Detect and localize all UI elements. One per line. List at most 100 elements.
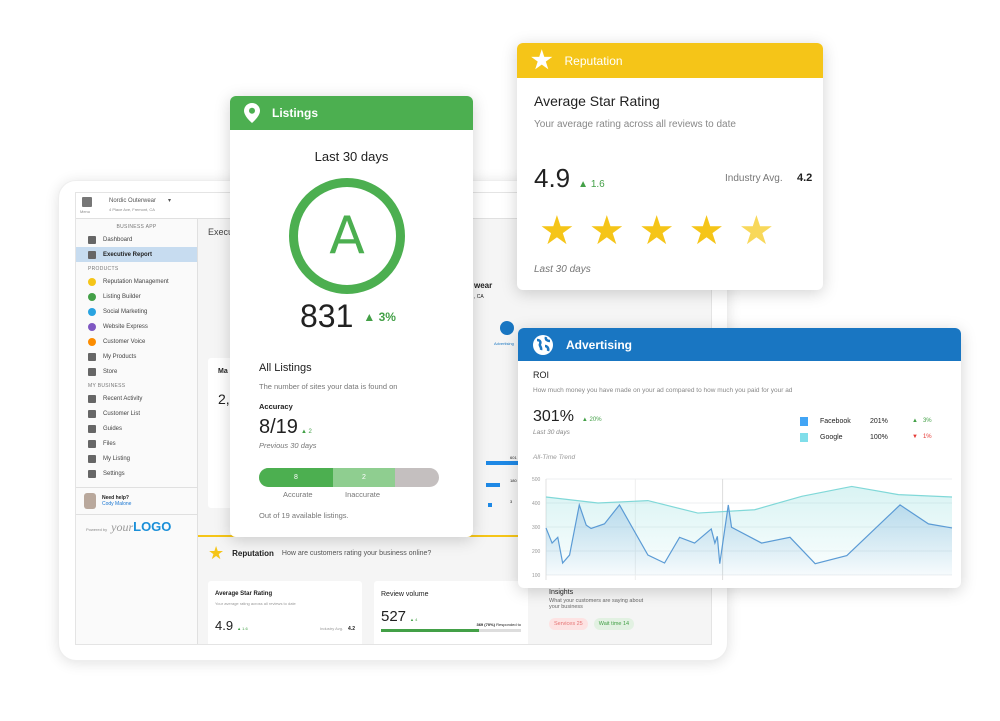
sidebar-item-listing-builder[interactable]: Listing Builder [76,289,197,304]
inaccurate-segment: 2 [333,468,395,487]
sidebar-item-label: My Products [103,353,137,360]
business-name[interactable]: Nordic Outerwear [109,198,157,204]
reputation-header: ★ Reputation [517,43,823,78]
avg-rating-title: Average Star Rating [215,591,273,597]
help-block: Need help? Cody Malone [76,487,197,514]
roi-trend-chart: 500 400 300 200 100 [532,477,953,580]
accuracy-label: Accuracy [259,402,293,411]
customer-voice-icon [88,337,96,346]
help-label: Need help? [102,495,129,501]
avatar [84,493,96,509]
bg-bar [486,483,500,487]
customer-list-icon [88,409,96,418]
roi-value: 301% [533,408,574,425]
dashboard-icon [88,235,96,244]
sidebar-item-customer-voice[interactable]: Customer Voice [76,334,197,349]
sidebar-item-label: Store [103,368,118,375]
sidebar-item-website-express[interactable]: Website Express [76,319,197,334]
sidebar-item-label: Guides [103,425,123,432]
business-address: 4 Place Ave, Fremont, CA [109,207,155,212]
reputation-value: 4.9 [534,163,571,193]
sidebar-item-guides[interactable]: Guides [76,421,197,436]
reputation-header-title: Reputation [564,53,623,68]
roi-title: ROI [533,370,550,380]
sidebar-item-my-listing[interactable]: My Listing [76,451,197,466]
my-products-icon [88,352,96,361]
legend-value: 201% [870,417,888,425]
sidebar: BUSINESS APP Dashboard Executive Report P… [76,219,198,644]
sidebar-item-my-products[interactable]: My Products [76,349,197,364]
reputation-desc: Your average rating across all reviews t… [534,119,736,130]
sidebar-item-reputation-management[interactable]: Reputation Management [76,274,197,289]
review-volume-title: Review volume [381,591,429,598]
settings-icon [88,469,96,478]
sidebar-item-social-marketing[interactable]: Social Marketing [76,304,197,319]
accuracy-bar: 8 2 [259,468,439,487]
listings-score-change: 3% [378,309,396,324]
accurate-segment: 8 [259,468,333,487]
listing-builder-icon [88,292,96,301]
insight-tag[interactable]: Wait time 14 [593,618,635,630]
responded-label: Responded to [496,622,521,627]
reputation-section-header: ★ Reputation How are customers rating yo… [208,543,431,564]
help-contact-link[interactable]: Cody Malone [102,501,132,507]
sidebar-item-recent-activity[interactable]: Recent Activity [76,391,197,406]
menu-icon[interactable] [82,197,92,207]
my-listing-icon [88,454,96,463]
reputation-section-subtitle: How are customers rating your business o… [281,550,432,557]
sidebar-item-label: Listing Builder [103,293,141,300]
listings-header: Listings [230,96,473,130]
avg-rating-card: Average Star Rating Your average rating … [208,581,362,644]
insight-tag[interactable]: Services 25 [549,618,588,630]
sidebar-item-customer-list[interactable]: Customer List [76,406,197,421]
sidebar-item-label: Social Marketing [103,308,148,315]
roi-period: Last 30 days [533,429,570,436]
legend-swatch [800,416,808,426]
sidebar-item-files[interactable]: Files [76,436,197,451]
accuracy-value: 8/19 [259,416,298,438]
legend-item: Google 100% ▼ 1% [800,429,932,445]
listings-footer: Out of 19 available listings. [259,511,349,520]
legend-item: Facebook 201% ▲ 3% [800,413,932,429]
avg-rating-change: 1.6 [242,626,248,631]
reputation-card: ★ Reputation Average Star Rating Your av… [517,43,823,290]
sidebar-item-executive-report[interactable]: Executive Report [76,247,197,262]
powered-by-label: Powered by [86,527,108,532]
star-icon: ★ [588,209,625,253]
all-listings-desc: The number of sites your data is found o… [259,382,398,391]
sidebar-item-label: Website Express [103,323,148,330]
chart-legend: Facebook 201% ▲ 3% Google 100% ▼ 1% [800,413,932,445]
avg-rating-desc: Your average rating across all reviews t… [215,601,296,606]
chevron-down-icon[interactable]: ▾ [168,198,172,204]
legend-name: Facebook [820,417,851,425]
y-tick-label: 400 [532,501,541,507]
map-pin-icon [244,103,260,123]
star-icon: ★ [531,46,553,74]
advertising-card: Advertising ROI How much money you have … [518,328,961,588]
sidebar-item-store[interactable]: Store [76,364,197,379]
star-icon: ★ [208,543,225,563]
series-line-facebook [545,502,953,565]
listings-card: Listings Last 30 days A 831 ▲ 3% All Lis… [230,96,473,537]
bg-business-addr: , CA [474,294,484,300]
legend-swatch [800,432,808,442]
review-volume-value: 527 [381,608,407,625]
listings-period: Last 30 days [314,149,389,164]
globe-icon[interactable] [500,321,514,335]
logo-logo: LOGO [133,519,172,534]
star-icon: ★ [688,209,725,253]
roi-change: 20% [589,417,602,423]
accuracy-period: Previous 30 days [259,441,317,450]
listings-score: 831 [300,298,354,334]
insights-desc: What your customers are saying about you… [549,598,644,610]
sidebar-item-settings[interactable]: Settings [76,466,197,481]
sidebar-item-dashboard[interactable]: Dashboard [76,232,197,247]
sidebar-app-label: BUSINESS APP [116,224,157,230]
bg-advertising-label[interactable]: Advertising [494,341,514,346]
advertising-header: Advertising [518,328,961,361]
recent-activity-icon [88,394,96,403]
industry-avg-label: Industry Avg. [319,626,344,631]
trend-label: All-Time Trend [533,454,576,461]
review-volume-change: 4 [415,617,418,622]
sidebar-item-label: Customer Voice [103,338,146,345]
